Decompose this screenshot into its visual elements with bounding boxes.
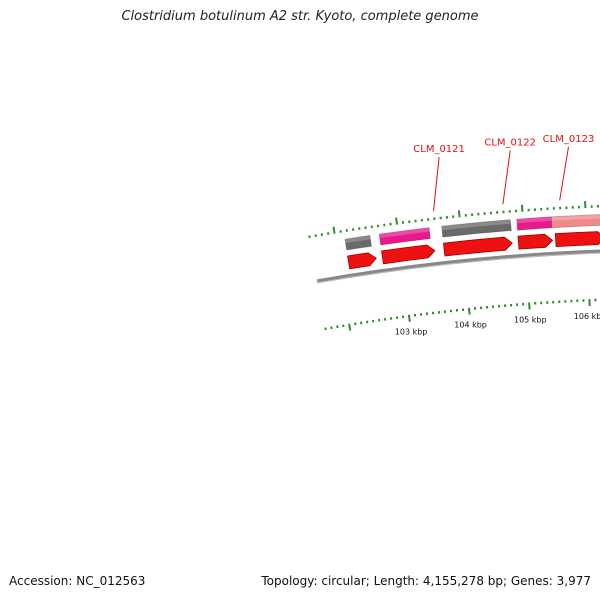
kbp-tick-label: 104 kbp	[454, 321, 487, 330]
kbp-tick-label: 106 kbp	[574, 312, 600, 321]
gene-leader-line	[559, 146, 569, 201]
outer-major-tick	[395, 217, 398, 225]
backbone-highlight	[317, 252, 600, 284]
gene-leader-line	[502, 150, 511, 205]
feature-track	[344, 214, 600, 251]
cds-arrow	[554, 231, 600, 248]
outer-tick-track	[308, 201, 599, 239]
genome-stats-text: Topology: circular; Length: 4,155,278 bp…	[261, 574, 591, 588]
cds-arrow	[517, 233, 554, 250]
feature-bar	[550, 214, 600, 229]
kbp-tick-label: 105 kbp	[514, 316, 547, 325]
accession-text: Accession: NC_012563	[9, 574, 146, 588]
gene-leader-line	[433, 157, 440, 212]
gene-label-layer: CLM_0121CLM_0122CLM_0123ksgACLM_0125CLM_…	[413, 134, 595, 212]
gene-label: CLM_0121	[413, 144, 465, 155]
feature-bar-shine	[345, 235, 371, 244]
gene-label: CLM_0123	[543, 134, 595, 145]
cds-arrow	[347, 252, 377, 270]
feature-bar	[344, 234, 372, 251]
feature-bar-shine	[516, 216, 552, 224]
cds-track	[347, 231, 600, 270]
backbone-track	[316, 249, 600, 284]
feature-bar-shine	[551, 214, 600, 221]
feature-bar-shine	[441, 219, 511, 231]
inner-major-tick	[467, 307, 471, 315]
inner-major-tick	[348, 323, 352, 331]
outer-major-tick	[520, 204, 524, 212]
feature-bar-shine	[379, 227, 430, 238]
map-title: Clostridium botulinum A2 str. Kyoto, com…	[121, 9, 479, 24]
kbp-tick-label: 103 kbp	[395, 328, 428, 337]
outer-major-tick	[457, 210, 461, 218]
feature-bar	[378, 227, 431, 246]
outer-minor-tick	[326, 232, 330, 235]
gene-label: CLM_0122	[484, 138, 536, 149]
feature-bar	[441, 219, 512, 238]
cds-arrow	[381, 244, 436, 265]
outer-major-tick	[332, 226, 336, 234]
cds-arrow	[443, 236, 513, 257]
backbone-arc	[316, 249, 600, 284]
inner-major-tick	[407, 314, 411, 322]
inner-major-tick	[528, 302, 531, 310]
